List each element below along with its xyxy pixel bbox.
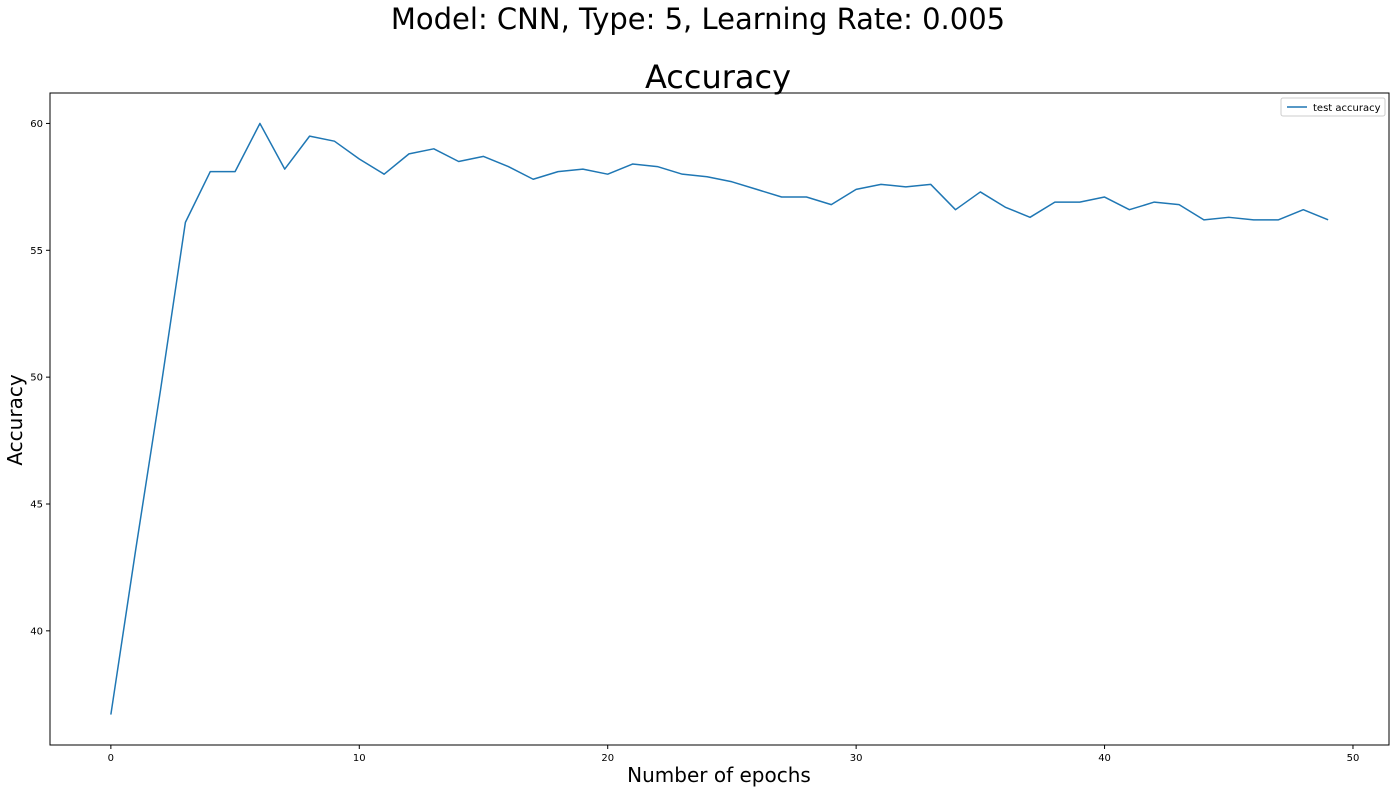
- y-tick-label: 45: [30, 499, 43, 510]
- y-axis-label: Accuracy: [3, 374, 27, 465]
- x-tick-label: 10: [353, 753, 366, 764]
- x-axis-label: Number of epochs: [627, 763, 811, 787]
- x-axis: 0 10 20 30 40 50: [108, 745, 1360, 764]
- y-tick-label: 55: [30, 246, 43, 257]
- x-tick-label: 40: [1098, 753, 1111, 764]
- legend-label-test-accuracy: test accuracy: [1313, 103, 1381, 114]
- series-layer: [110, 122, 1329, 715]
- y-tick-label: 60: [30, 119, 43, 130]
- x-tick-label: 30: [850, 753, 863, 764]
- y-tick-label: 50: [30, 373, 43, 384]
- figure-suptitle: Model: CNN, Type: 5, Learning Rate: 0.00…: [390, 2, 1006, 36]
- series-line-test-accuracy: [110, 122, 1329, 715]
- x-tick-label: 0: [108, 753, 114, 764]
- y-tick-label: 40: [30, 626, 43, 637]
- plot-area-frame: [49, 92, 1390, 746]
- plot-title: Accuracy: [645, 58, 791, 96]
- x-tick-label: 50: [1347, 753, 1360, 764]
- y-axis: 40 45 50 55 60: [30, 119, 50, 637]
- legend: test accuracy: [1280, 97, 1386, 117]
- legend-box: [1280, 97, 1386, 117]
- x-tick-label: 20: [601, 753, 614, 764]
